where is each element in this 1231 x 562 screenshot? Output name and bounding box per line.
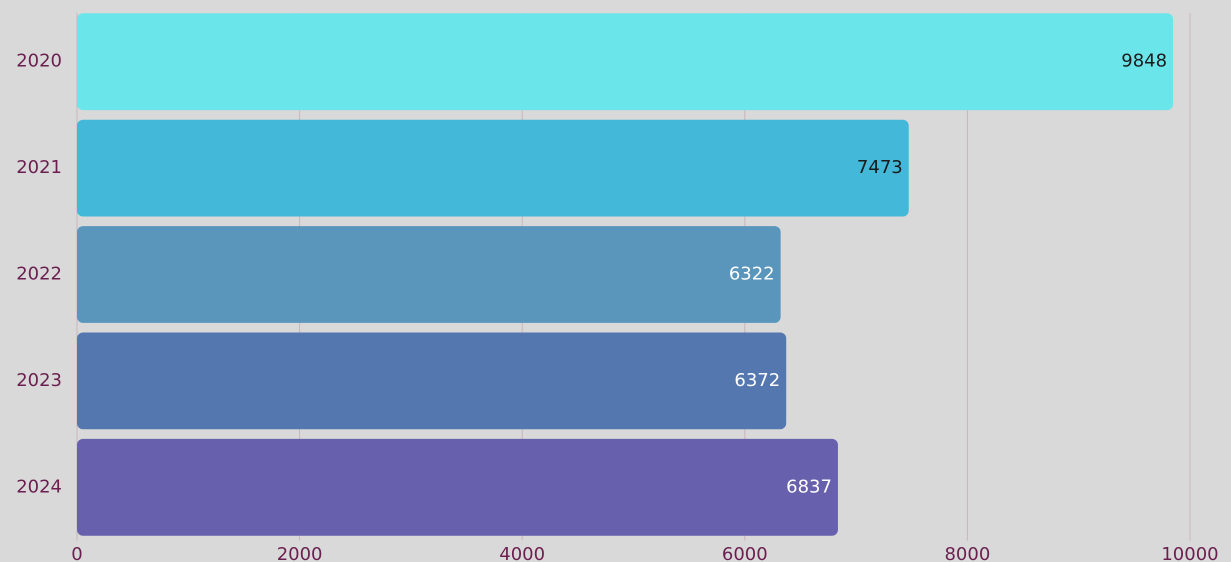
y-tick-label: 2024 xyxy=(16,476,62,497)
value-label: 9848 xyxy=(1121,51,1167,72)
x-tick-label: 4000 xyxy=(499,544,545,562)
bar xyxy=(77,438,838,536)
x-tick-label: 8000 xyxy=(944,544,990,562)
x-tick-label: 0 xyxy=(71,544,82,562)
bar xyxy=(77,332,787,430)
x-tick-label: 2000 xyxy=(277,544,323,562)
value-label: 6372 xyxy=(734,370,780,391)
y-tick-label: 2021 xyxy=(16,157,62,178)
bar xyxy=(77,226,781,323)
x-tick-label: 6000 xyxy=(722,544,768,562)
value-label: 6322 xyxy=(729,264,775,285)
y-tick-label: 2020 xyxy=(16,51,62,72)
bar xyxy=(77,13,1174,111)
value-label: 6837 xyxy=(786,476,832,497)
x-tick-label: 10000 xyxy=(1161,544,1218,562)
bar xyxy=(77,119,909,217)
y-tick-label: 2023 xyxy=(16,370,62,391)
value-label: 7473 xyxy=(857,157,903,178)
y-tick-label: 2022 xyxy=(16,264,62,285)
